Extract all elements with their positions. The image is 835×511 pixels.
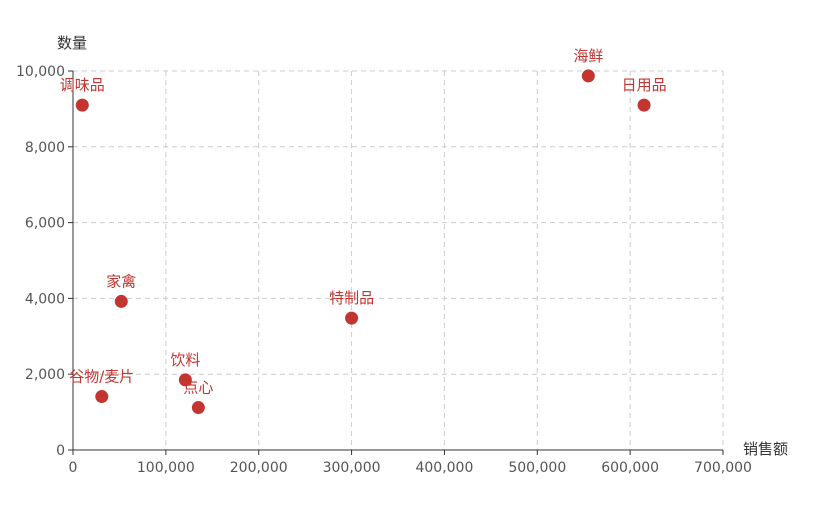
data-point-group[interactable]: 谷物/麦片 (69, 368, 134, 404)
y-tick-label: 6,000 (25, 216, 65, 232)
data-point-label: 饮料 (170, 351, 200, 369)
data-point-label: 调味品 (60, 76, 105, 94)
x-axis-ticks: 0 100,000 200,000 300,000 400,000 500,000 600,… (69, 450, 752, 476)
y-tick-label: 2,000 (25, 367, 65, 383)
data-point[interactable] (345, 311, 359, 325)
data-point-label: 海鲜 (573, 47, 603, 65)
x-tick-label: 200,000 (230, 460, 288, 476)
data-point[interactable] (75, 98, 89, 112)
x-tick-label: 700,000 (694, 460, 752, 476)
data-point-label: 谷物/麦片 (69, 368, 134, 386)
x-tick-label: 100,000 (137, 460, 195, 476)
y-tick-label: 0 (56, 443, 65, 459)
data-point-group[interactable]: 调味品 (60, 76, 105, 112)
data-point[interactable] (581, 69, 595, 83)
x-axis-label: 销售额 (743, 440, 788, 458)
data-point[interactable] (191, 401, 205, 415)
axes (72, 71, 723, 451)
data-point-group[interactable]: 家禽 (106, 272, 136, 308)
y-tick-label: 8,000 (25, 140, 65, 156)
grid (73, 70, 724, 450)
y-axis-ticks: 0 2,000 4,000 6,000 8,000 10,000 (16, 64, 73, 459)
data-point[interactable] (114, 294, 128, 308)
data-point[interactable] (95, 390, 109, 404)
y-tick-label: 10,000 (16, 64, 65, 80)
data-point-group[interactable]: 饮料 (170, 351, 200, 387)
data-point-label: 家禽 (106, 272, 136, 290)
data-point-group[interactable]: 点心 (183, 379, 213, 415)
x-tick-label: 500,000 (508, 460, 566, 476)
data-point-group[interactable]: 海鲜 (573, 47, 603, 83)
x-tick-label: 300,000 (323, 460, 381, 476)
data-point-label: 点心 (183, 379, 213, 397)
y-axis-label: 数量 (57, 34, 87, 52)
x-tick-label: 400,000 (415, 460, 473, 476)
data-point[interactable] (637, 98, 651, 112)
data-point-label: 特制品 (329, 289, 374, 307)
data-point-group[interactable]: 日用品 (622, 76, 667, 112)
x-tick-label: 0 (69, 460, 78, 476)
data-point-label: 日用品 (622, 76, 667, 94)
x-tick-label: 600,000 (601, 460, 659, 476)
y-tick-label: 4,000 (25, 291, 65, 307)
data-point-group[interactable]: 特制品 (329, 289, 374, 325)
data-point[interactable] (178, 373, 192, 387)
